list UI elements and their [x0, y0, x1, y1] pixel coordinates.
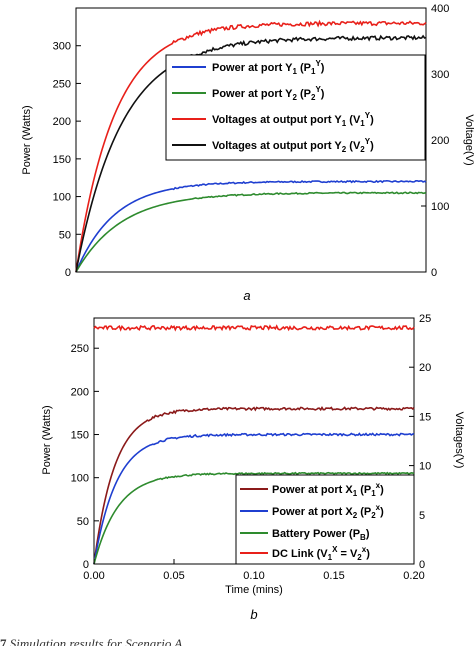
y-tick-label: 200: [53, 116, 71, 128]
chart-a-series-1-line: [75, 179, 427, 273]
chart-b-xlabel: Time (mins): [225, 584, 283, 596]
legend-b-entry-1: Power at port X1 (P1x): [272, 481, 384, 498]
chart-b-series-3-line: [93, 471, 415, 565]
chart-b-series-1-line: [93, 405, 415, 565]
caption-number: 7: [0, 636, 7, 646]
legend-a-entry-4: Voltages at output port Y2 (V2Y): [212, 137, 374, 154]
x-tick-label: 0.15: [323, 570, 344, 582]
y-tick-label: 200: [71, 386, 89, 398]
y-right-tick-label: 25: [419, 313, 431, 325]
legend-b-entry-2: Power at port X2 (P2x): [272, 503, 384, 520]
figure-caption: 7 Simulation results for Scenario A: [0, 634, 474, 646]
x-tick-label: 0.00: [83, 570, 104, 582]
chart-a-legend: Power at port Y1 (P1Y) Power at port Y2 …: [165, 54, 426, 161]
y-tick-label: 250: [71, 343, 89, 355]
chart-b: 0 50 100 150 200 250 0 5 10 15 20 25 0.00 0.05 0.10 0…: [41, 313, 465, 622]
chart-b-panel-label: b: [250, 607, 257, 622]
y-tick-label: 100: [71, 473, 89, 485]
x-tick-label: 0.20: [403, 570, 424, 582]
x-tick-label: 0.10: [243, 570, 264, 582]
y-tick-label: 50: [59, 229, 71, 241]
chart-b-series-2-line: [93, 432, 415, 565]
chart-a-series-4-line: [75, 34, 427, 273]
y-tick-label: 300: [53, 41, 71, 53]
y-tick-label: 50: [77, 516, 89, 528]
y-right-tick-label: 15: [419, 411, 431, 423]
caption-text: Simulation results for Scenario A: [9, 636, 183, 646]
y-right-tick-label: 300: [431, 69, 449, 81]
chart-a-series-2-line: [75, 191, 427, 273]
y-tick-label: 100: [53, 192, 71, 204]
y-right-tick-label: 0: [419, 559, 425, 571]
chart-a-series-3-line: [75, 19, 427, 273]
y-right-tick-label: 10: [419, 461, 431, 473]
legend-b-entry-3: Battery Power (PB): [272, 528, 370, 542]
chart-a-panel-label: a: [243, 288, 250, 303]
y-tick-label: 0: [83, 559, 89, 571]
y-right-tick-label: 5: [419, 510, 425, 522]
legend-a-entry-1: Power at port Y1 (P1Y): [212, 59, 325, 76]
legend-a-entry-2: Power at port Y2 (P2Y): [212, 85, 325, 102]
chart-a-legend-box: [165, 54, 426, 161]
y-right-tick-label: 0: [431, 267, 437, 279]
x-tick-label: 0.05: [163, 570, 184, 582]
y-right-tick-label: 400: [431, 3, 449, 15]
chart-b-legend: Power at port X1 (P1x) Power at port X2 …: [235, 474, 415, 565]
y-tick-label: 250: [53, 78, 71, 90]
y-tick-label: 150: [71, 430, 89, 442]
chart-a-ylabel-right: Voltage(V): [463, 114, 474, 165]
chart-b-series-4-line: [93, 324, 415, 332]
chart-b-ylabel: Power (Watts): [41, 405, 53, 474]
y-right-tick-label: 20: [419, 362, 431, 374]
legend-a-entry-3: Voltages at output port Y1 (V1Y): [212, 111, 374, 128]
y-tick-label: 150: [53, 154, 71, 166]
y-right-tick-label: 100: [431, 201, 449, 213]
chart-a: 0 50 100 150 200 250 300 0 100 200 300 400 Power (…: [21, 3, 474, 303]
legend-b-entry-4: DC Link (V1X = V2x): [272, 545, 370, 562]
chart-b-ylabel-right: Voltages(V): [453, 412, 465, 469]
y-right-tick-label: 200: [431, 135, 449, 147]
y-tick-label: 0: [65, 267, 71, 279]
chart-a-ylabel: Power (Watts): [21, 105, 33, 174]
